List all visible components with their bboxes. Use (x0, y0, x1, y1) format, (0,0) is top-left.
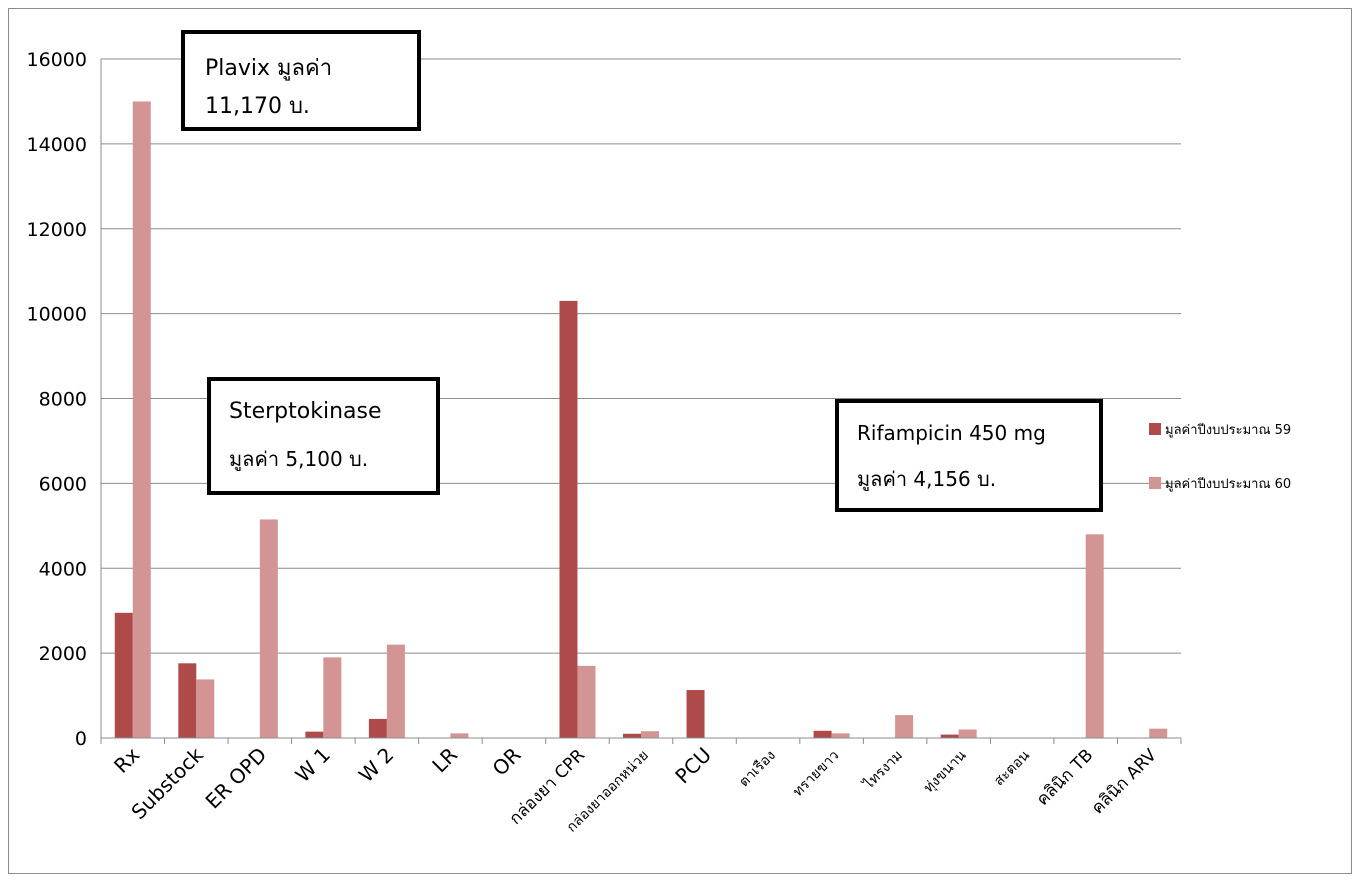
bar-s60-5 (450, 733, 469, 738)
x-tick-label: คลินิก TB (1033, 745, 1097, 809)
x-tick-label: W 2 (354, 743, 398, 787)
y-tick-label: 14000 (27, 134, 87, 156)
x-tick-label: PCU (670, 743, 716, 789)
bar-s59-7 (559, 300, 578, 738)
annotation-streptokinase: Sterptokinase มูลค่า 5,100 บ. (207, 377, 440, 495)
annotation-plavix-line2: 11,170 บ. (205, 94, 310, 119)
x-tick-label: ER OPD (201, 743, 272, 814)
bar-s60-15 (1085, 534, 1104, 738)
legend-label-59: มูลค่าปีงบประมาณ 59 (1165, 423, 1292, 438)
annotation-plavix-line1: Plavix มูลค่า (205, 56, 333, 81)
annotation-streptokinase-line2: มูลค่า 5,100 บ. (229, 447, 369, 471)
chart-frame: 0 2000 4000 6000 8000 10000 12000 14000 16000 Rx… (8, 8, 1352, 874)
bar-s60-7 (577, 665, 596, 738)
y-tick-label: 10000 (27, 304, 87, 326)
x-tick-label: W 1 (290, 743, 334, 787)
x-tick-label: ทรายขาว (790, 748, 842, 800)
bar-chart: 0 2000 4000 6000 8000 10000 12000 14000 16000 Rx… (27, 49, 1182, 836)
legend-item-59: มูลค่าปีงบประมาณ 59 (1149, 419, 1291, 440)
bar-s60-2 (259, 519, 278, 738)
bar-s60-11 (831, 733, 850, 738)
x-tick-label: คลินิก ARV (1088, 745, 1161, 818)
bar-s59-8 (623, 733, 641, 738)
bar-s59-13 (940, 734, 959, 738)
x-tick-label: สะตอน (991, 747, 1033, 789)
legend-swatch-59 (1149, 423, 1161, 435)
y-tick-label: 12000 (27, 219, 87, 241)
bar-s60-12 (895, 715, 914, 738)
annotation-streptokinase-line1: Sterptokinase (229, 399, 382, 424)
y-tick-label: 6000 (39, 473, 87, 495)
bar-s60-8 (641, 731, 659, 738)
annotation-plavix: Plavix มูลค่า 11,170 บ. (181, 30, 421, 131)
bar-s59-1 (178, 663, 197, 738)
bar-s59-9 (686, 690, 705, 738)
annotation-rifampicin-line2: มูลค่า 4,156 บ. (857, 467, 997, 491)
y-tick-label: 2000 (39, 643, 87, 665)
x-tick-label: OR (488, 742, 526, 780)
annotation-rifampicin: Rifampicin 450 mg มูลค่า 4,156 บ. (835, 399, 1103, 512)
x-tick-label: ทุ่งขนาน (921, 747, 970, 796)
bar-s59-3 (305, 731, 324, 738)
annotation-rifampicin-line1: Rifampicin 450 mg (857, 421, 1046, 445)
y-tick-label: 16000 (27, 49, 87, 71)
legend-swatch-60 (1149, 477, 1161, 489)
bar-s59-11 (813, 730, 832, 738)
x-tick-label: LR (427, 742, 462, 777)
bar-s60-13 (958, 729, 977, 738)
bar-s59-4 (368, 718, 387, 738)
y-tick-label: 8000 (39, 389, 87, 411)
x-tick-label: Rx (109, 742, 144, 777)
x-axis (100, 59, 1182, 744)
y-axis-tick-labels: 0 2000 4000 6000 8000 10000 12000 14000 16000 (27, 49, 87, 750)
bar-s60-3 (323, 657, 342, 738)
legend-label-60: มูลค่าปีงบประมาณ 60 (1165, 477, 1292, 492)
x-tick-label: ตาเรือง (736, 748, 779, 791)
x-tick-label: ไทรงาม (859, 747, 905, 793)
y-tick-label: 0 (75, 728, 87, 750)
bar-s60-1 (196, 679, 215, 738)
bars (114, 101, 1168, 738)
bar-s59-0 (114, 612, 133, 738)
y-tick-label: 4000 (39, 558, 87, 580)
bar-s60-4 (386, 644, 405, 738)
bar-s60-0 (132, 101, 151, 738)
bar-s60-16 (1149, 728, 1168, 738)
legend-item-60: มูลค่าปีงบประมาณ 60 (1149, 473, 1291, 494)
